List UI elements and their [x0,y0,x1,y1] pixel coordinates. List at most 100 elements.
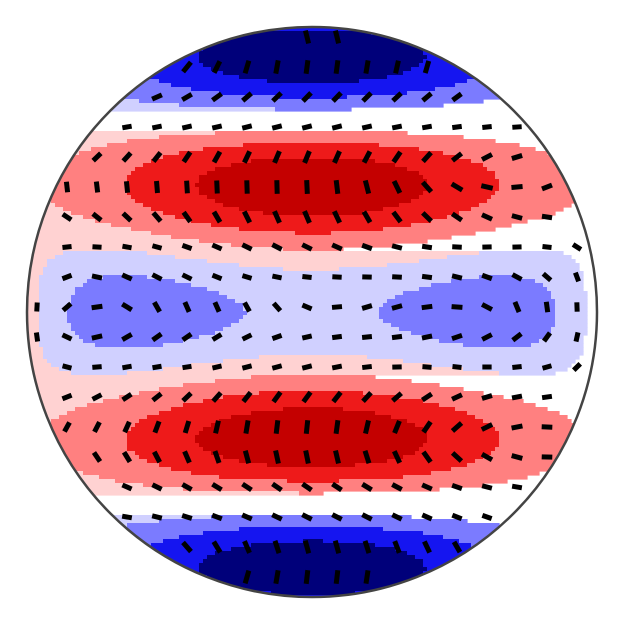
contour-cell [27,263,48,268]
contour-cell [171,83,456,88]
contour-cell [231,243,396,248]
vector-tick [154,180,160,194]
contour-cell [27,367,60,372]
contour-cell [391,323,556,328]
vector-tick [272,540,282,554]
vector-tick [271,333,283,341]
contour-cell [159,79,268,84]
contour-cell [43,179,128,184]
contour-cell [275,107,352,112]
vector-tick [121,513,133,521]
contour-cell [95,343,164,348]
contour-cell [207,555,416,560]
contour-cell [207,575,420,580]
vector-tick [271,123,283,131]
vector-tick [121,151,133,163]
contour-cell [47,63,132,68]
vector-tick [303,449,311,465]
vector-tick [451,512,463,522]
contour-cell [419,287,548,292]
vector-tick [62,244,72,250]
vector-tick [452,364,462,370]
contour-cell [499,439,584,444]
contour-cell [475,587,568,592]
vector-tick [361,482,373,492]
vector-tick [362,179,372,195]
contour-cell [411,331,552,336]
vector-tick [301,363,313,371]
vector-tick [451,392,463,402]
contour-cell [43,559,128,564]
contour-cell [27,559,44,564]
contour-cell [199,431,428,436]
contour-cell [67,307,244,312]
vector-tick [422,60,432,74]
contour-cell [127,571,200,576]
contour-cell [303,539,324,544]
vector-tick [212,450,222,464]
contour-cell [27,547,56,552]
vector-tick [451,304,463,310]
vector-tick [242,150,252,164]
contour-cell [27,267,44,272]
vector-tick [541,331,553,343]
vector-tick [241,123,253,131]
contour-cell [239,319,384,324]
vector-tick [542,244,552,250]
vector-tick [151,331,163,343]
contour-cell [27,491,300,496]
contour-field [27,27,588,597]
vector-tick [182,450,192,464]
vector-tick [241,242,253,252]
contour-cell [27,259,48,264]
vector-tick [241,273,253,281]
contour-cell [555,311,588,316]
vector-tick [480,422,494,432]
contour-cell [27,551,52,556]
contour-cell [39,343,96,348]
vector-tick [211,210,223,224]
vector-tick [481,272,493,282]
vector-tick [271,481,283,493]
contour-cell [211,423,416,428]
vector-tick [363,570,371,584]
vector-tick [362,449,372,465]
vector-tick [512,124,522,130]
vector-tick [450,211,464,223]
contour-cell [39,335,80,340]
contour-cell [175,215,448,220]
vector-tick [272,150,282,164]
contour-cell [203,47,424,52]
vector-tick [302,29,312,45]
contour-cell [51,363,192,368]
contour-cell [483,547,572,552]
contour-cell [407,91,528,96]
contour-cell [227,295,396,300]
contour-cell [47,575,132,580]
vector-tick [541,182,553,192]
contour-cell [43,447,128,452]
contour-cell [43,347,584,352]
contour-cell [71,299,236,304]
contour-cell [135,167,216,172]
contour-cell [27,43,48,48]
contour-cell [127,187,200,192]
contour-cell [471,207,564,212]
contour-cell [127,47,204,52]
contour-cell [387,263,580,268]
contour-cell [43,51,128,56]
contour-cell [27,231,152,236]
vector-tick [151,123,163,131]
contour-cell [399,203,480,208]
contour-cell [199,51,424,56]
contour-cell [67,155,164,160]
contour-cell [463,343,532,348]
vector-tick [421,450,433,464]
contour-cell [39,287,76,292]
contour-cell [471,31,564,36]
contour-cell [359,79,468,84]
vector-tick [331,333,343,341]
contour-cell [423,191,496,196]
vector-tick [211,91,223,103]
vector-tick [361,390,373,404]
